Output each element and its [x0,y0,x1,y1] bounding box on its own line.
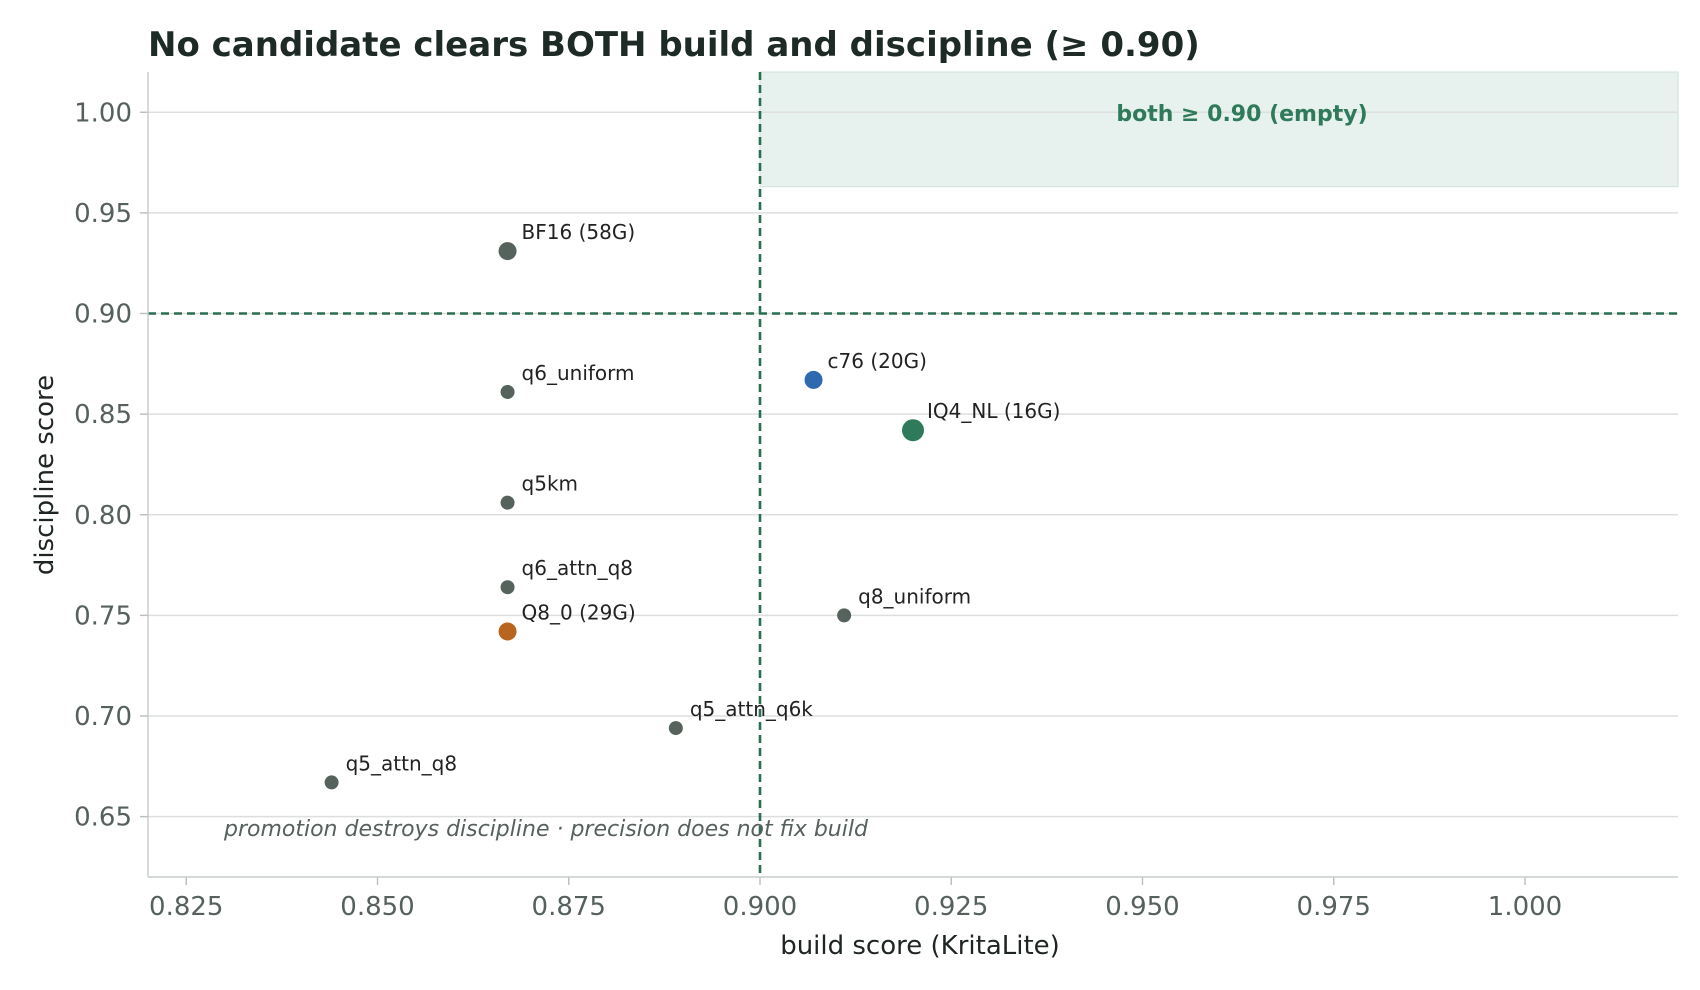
x-axis-label: build score (KritaLite) [780,931,1060,961]
data-point-label: Q8_0 (29G) [522,600,636,624]
y-tick-label: 0.95 [74,199,132,229]
y-tick-label: 0.65 [74,803,132,833]
data-point-label: q6_uniform [522,361,635,385]
x-tick-label: 0.850 [340,892,414,922]
chart-title: No candidate clears BOTH build and disci… [148,25,1200,65]
data-point-label: q5_attn_q6k [690,697,813,721]
data-point-label: BF16 (58G) [522,220,636,244]
target-region-label: both ≥ 0.90 (empty) [1116,102,1367,127]
data-point [498,622,517,641]
x-tick-label: 0.950 [1105,892,1179,922]
data-point [498,242,517,261]
data-point-label: q8_uniform [858,584,971,608]
data-point [500,580,515,595]
x-tick-label: 0.975 [1297,892,1371,922]
points-layer [324,242,924,790]
data-point [668,721,683,736]
y-axis-label: discipline score [30,375,60,575]
labels-layer: BF16 (58G) q6_uniform q5km q6_attn_q8 Q8_0 (… [346,220,1061,775]
chart-annotation: promotion destroys discipline · precisio… [223,817,869,842]
data-point-label: c76 (20G) [828,349,927,373]
data-point [902,419,924,442]
x-tick-label: 0.925 [914,892,988,922]
target-region [759,71,1679,188]
grid-layer [148,111,1678,818]
y-tick-label: 0.70 [74,702,132,732]
y-tick-label: 0.80 [74,501,132,531]
x-tick-label: 1.000 [1488,892,1562,922]
data-point-label: q5_attn_q8 [346,751,457,775]
data-point-label: q5km [522,472,578,496]
y-tick-label: 1.00 [74,98,132,128]
threshold-layer [148,72,1678,877]
data-point [500,384,515,399]
y-tick-label: 0.85 [74,400,132,430]
y-tick-label: 0.90 [74,300,132,330]
y-tick-label: 0.75 [74,601,132,631]
data-point [804,370,823,389]
data-point [324,775,339,790]
data-point [837,608,852,623]
x-tick-label: 0.900 [723,892,797,922]
data-point-label: q6_attn_q8 [522,556,633,580]
data-point [500,495,515,510]
data-point-label: IQ4_NL (16G) [927,399,1060,423]
axes-layer: 0.65 0.70 0.75 0.80 0.85 0.90 0.95 1.00 0.825 0.8… [74,72,1678,922]
x-tick-label: 0.875 [532,892,606,922]
x-tick-label: 0.825 [149,892,223,922]
